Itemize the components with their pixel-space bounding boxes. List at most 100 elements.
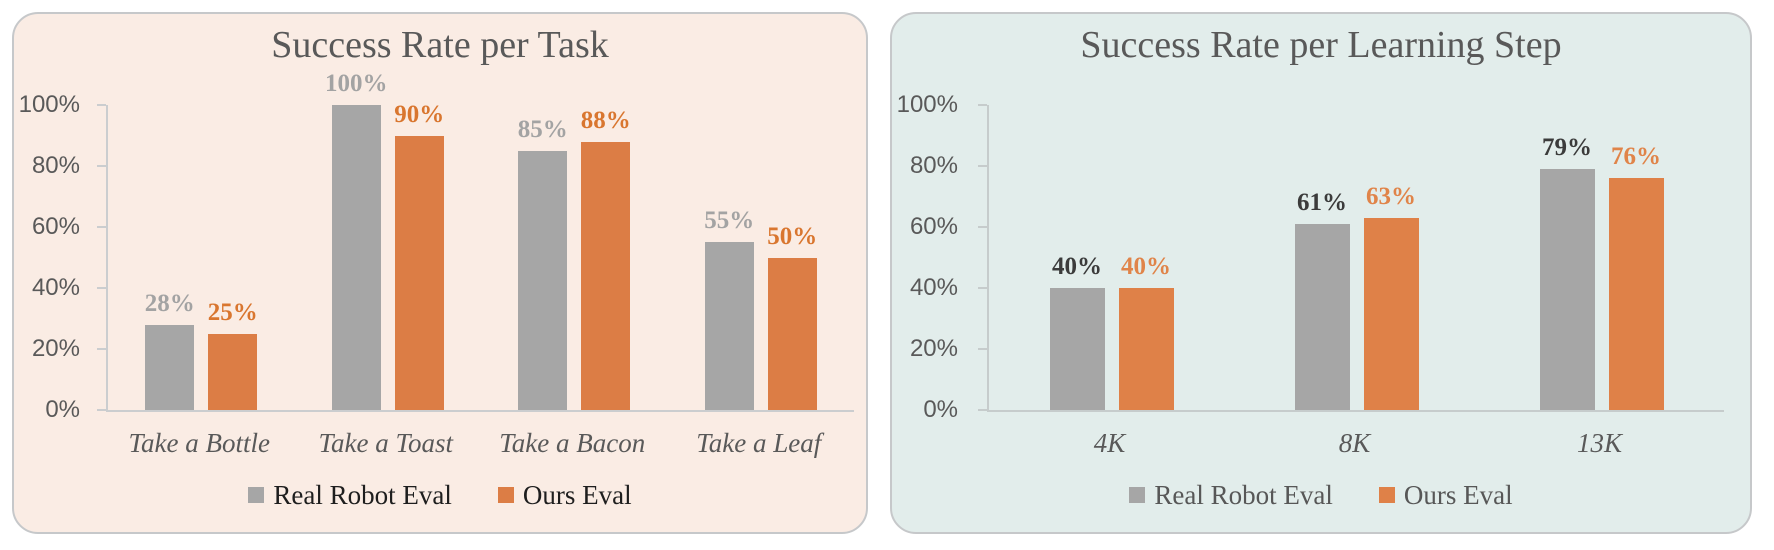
y-tick-label: 60% [909, 213, 958, 240]
category-label: 8K [1338, 428, 1371, 458]
category-label: Take a Leaf [696, 428, 822, 458]
bar-with-label: 79% [1539, 105, 1595, 410]
y-tick-label: 80% [31, 152, 80, 179]
y-axis-tick-mark [978, 287, 987, 289]
y-tick-label: 100% [896, 91, 958, 118]
data-label: 55% [704, 207, 755, 235]
y-axis-tick-mark [978, 226, 987, 228]
bar-group: 100% 90% [295, 71, 482, 410]
bar [581, 141, 631, 410]
legend: Real Robot Eval Ours Eval [892, 480, 1750, 510]
category-label: 13K [1576, 428, 1622, 458]
y-axis-tick-mark [978, 104, 987, 106]
data-label: 40% [1052, 253, 1102, 280]
bar-with-label: 50% [767, 105, 818, 410]
y-tick-label: 0% [45, 396, 80, 423]
legend-label: Ours Eval [1403, 480, 1513, 510]
legend-label: Real Robot Eval [273, 480, 452, 510]
data-label: 61% [1297, 188, 1347, 216]
y-axis-tick-mark [97, 409, 106, 411]
legend-swatch-icon [497, 487, 514, 503]
category-label: 4K [1093, 428, 1126, 458]
data-label: 40% [1121, 253, 1171, 280]
y-axis-tick-mark [97, 226, 106, 228]
x-axis-labels: 4K 8K 13K [987, 424, 1722, 462]
bar-with-label: 90% [394, 101, 444, 410]
bar [518, 150, 568, 410]
legend-item: Real Robot Eval [1129, 480, 1333, 510]
y-tick-label: 40% [31, 274, 80, 301]
bar [1608, 178, 1664, 410]
legend-label: Real Robot Eval [1154, 480, 1333, 510]
data-label: 50% [767, 222, 818, 250]
data-label: 25% [207, 298, 258, 326]
y-axis-tick-mark [97, 348, 106, 350]
bar [1118, 288, 1174, 410]
bar-with-label: 55% [704, 105, 755, 410]
category-label: Take a Toast [318, 428, 454, 458]
y-tick-label: 0% [923, 396, 958, 423]
bar-group: 55% 50% [668, 105, 855, 410]
legend-label: Ours Eval [522, 480, 632, 510]
y-axis: 0% 20% 40% 60% 80% 100% [892, 93, 974, 422]
data-label: 28% [144, 289, 195, 317]
data-label: 79% [1542, 134, 1592, 162]
y-axis: 0% 20% 40% 60% 80% 100% [14, 93, 96, 422]
x-axis-labels: Take a Bottle Take a Toast Take a Bacon Tak… [106, 424, 852, 462]
success-rate-per-task-panel: Success Rate per Task 0% 20% 40% 60% 80% 100%… [12, 12, 868, 534]
chart-title: Success Rate per Learning Step [1080, 24, 1562, 66]
bar [208, 333, 258, 410]
bar-group: 61% 63% [1234, 105, 1479, 410]
category-label: Take a Bacon [499, 428, 646, 458]
bar-group: 85% 88% [481, 105, 668, 410]
y-axis-tick-mark [978, 409, 987, 411]
bar [331, 105, 381, 410]
y-tick-label: 100% [18, 91, 80, 118]
legend-swatch-icon [248, 487, 265, 503]
data-label: 88% [580, 106, 631, 134]
y-axis-tick-mark [97, 104, 106, 106]
data-label: 76% [1611, 143, 1661, 171]
bar [1363, 217, 1419, 410]
legend-item: Real Robot Eval [248, 480, 452, 510]
bar-with-label: 63% [1363, 105, 1419, 410]
data-label: 63% [1366, 182, 1416, 210]
bar-with-label: 88% [580, 105, 631, 410]
bar [1049, 288, 1105, 410]
legend-item: Ours Eval [1378, 480, 1513, 510]
data-label: 100% [325, 70, 388, 97]
y-tick-label: 20% [909, 335, 958, 362]
y-tick-label: 80% [909, 152, 958, 179]
bar-with-label: 28% [144, 105, 195, 410]
bar [1294, 223, 1350, 410]
legend-swatch-icon [1378, 487, 1395, 503]
plot-area: 40% 40% 61% 63% 79% 76% [978, 104, 1724, 412]
data-label: 85% [517, 115, 568, 143]
y-axis-tick-mark [978, 348, 987, 350]
bar [767, 257, 817, 410]
bar-with-label: 40% [1049, 105, 1105, 410]
legend-item: Ours Eval [497, 480, 632, 510]
bar [704, 242, 754, 410]
success-rate-per-learning-step-panel: Success Rate per Learning Step 0% 20% 40% 6… [890, 12, 1752, 534]
y-tick-label: 60% [31, 213, 80, 240]
y-axis-tick-mark [978, 165, 987, 167]
bar-group: 79% 76% [1479, 105, 1724, 410]
legend: Real Robot Eval Ours Eval [14, 480, 866, 510]
bar-group: 28% 25% [108, 105, 295, 410]
legend-swatch-icon [1129, 487, 1146, 503]
bar [145, 324, 195, 410]
bar-with-label: 76% [1608, 105, 1664, 410]
bar-with-label: 40% [1118, 105, 1174, 410]
bar-group: 40% 40% [989, 105, 1234, 410]
y-axis-tick-mark [97, 287, 106, 289]
bar [394, 135, 444, 410]
category-label: Take a Bottle [128, 428, 271, 458]
y-tick-label: 40% [909, 274, 958, 301]
bar [1539, 169, 1595, 410]
y-tick-label: 20% [31, 335, 80, 362]
bar-with-label: 85% [517, 105, 568, 410]
plot-area: 28% 25% 100% 90% 85% 88% 55% 50% [97, 71, 855, 412]
chart-title: Success Rate per Task [271, 24, 609, 66]
